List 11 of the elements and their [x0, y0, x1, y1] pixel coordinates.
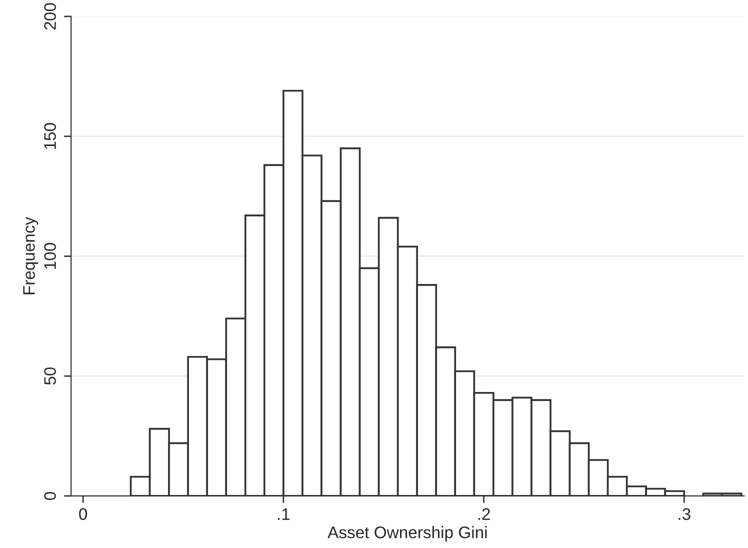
- y-tick-label: 200: [44, 3, 56, 30]
- x-tick-label: 0: [79, 508, 88, 520]
- y-axis-title: Frequency: [23, 216, 38, 294]
- x-axis-title: Asset Ownership Gini: [328, 526, 487, 542]
- x-tick-label: .3: [678, 508, 690, 520]
- x-tick-label: .1: [278, 508, 290, 520]
- y-tick-label: 50: [44, 367, 56, 385]
- y-tick-label: 0: [44, 492, 56, 500]
- x-tick-label: .2: [478, 508, 490, 520]
- y-tick-label: 150: [44, 123, 56, 149]
- y-tick-label: 100: [44, 242, 56, 269]
